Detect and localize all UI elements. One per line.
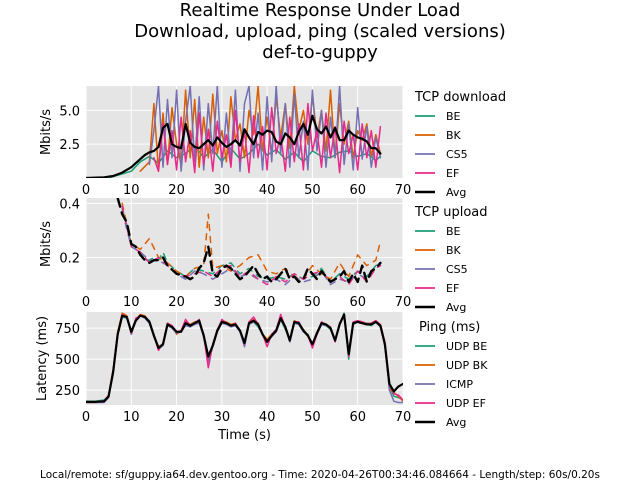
x-tick-label: 50 <box>304 410 321 425</box>
x-tick-label: 60 <box>349 410 366 425</box>
legend-entry: BK <box>446 129 462 142</box>
x-tick-label: 0 <box>82 295 90 310</box>
x-tick-label: 40 <box>259 183 276 198</box>
legend-entry: EF <box>446 282 459 295</box>
series-group <box>86 312 403 404</box>
x-tick-label: 0 <box>82 410 90 425</box>
x-tick-label: 40 <box>259 410 276 425</box>
legend-entry: BE <box>446 110 461 123</box>
x-tick-label: 20 <box>168 183 185 198</box>
y-tick-label: 0.4 <box>59 197 80 212</box>
panel-3: 0 10 20 30 40 50 60 70 250 500 750 Latency (ms) Time… <box>35 312 488 443</box>
x-tick-label: 70 <box>395 295 412 310</box>
y-tick-label: 0.2 <box>59 252 80 267</box>
series-group <box>116 198 382 286</box>
series-group <box>86 86 382 178</box>
y-axis-label: Latency (ms) <box>35 316 50 401</box>
series-line-avg <box>86 114 382 178</box>
figure-title-line-3: def-to-guppy <box>262 42 378 63</box>
x-tick-label: 60 <box>349 183 366 198</box>
legend-entry: UDP EF <box>446 397 486 410</box>
x-tick-label: 20 <box>168 295 185 310</box>
figure-title-line-2: Download, upload, ping (scaled versions) <box>134 21 506 42</box>
x-tick-label: 70 <box>395 183 412 198</box>
legend-entry: CS5 <box>446 148 468 161</box>
y-tick-label: 5.0 <box>59 104 80 119</box>
legend-title: Ping (ms) <box>419 320 480 335</box>
figure-title-line-1: Realtime Response Under Load <box>180 0 461 21</box>
x-tick-label: 50 <box>304 295 321 310</box>
x-tick-label: 10 <box>123 183 140 198</box>
y-axis-label: Mbits/s <box>39 221 54 267</box>
legend-entry: Avg <box>446 416 466 429</box>
x-tick-label: 30 <box>214 295 231 310</box>
x-tick-label: 10 <box>123 410 140 425</box>
x-tick-label: 20 <box>168 410 185 425</box>
series-line-bk <box>121 202 382 280</box>
legend-entry: Avg <box>446 301 466 314</box>
legend-entry: BE <box>446 225 461 238</box>
legend-title: TCP upload <box>414 205 488 220</box>
x-tick-label: 60 <box>349 295 366 310</box>
y-tick-label: 750 <box>55 322 80 337</box>
chart-panels: 0 10 20 30 40 50 60 70 2.5 5.0 Mbits/s TCP download… <box>35 86 506 443</box>
y-tick-label: 250 <box>55 384 80 399</box>
x-tick-label: 30 <box>214 410 231 425</box>
y-tick-label: 500 <box>55 353 80 368</box>
legend-title: TCP download <box>414 90 506 105</box>
legend-entry: BK <box>446 244 462 257</box>
x-tick-label: 70 <box>395 410 412 425</box>
legend-entry: ICMP <box>446 378 473 391</box>
legend-entry: UDP BE <box>446 340 487 353</box>
x-tick-label: 10 <box>123 295 140 310</box>
legend-entry: CS5 <box>446 263 468 276</box>
x-tick-label: 0 <box>82 183 90 198</box>
plot-area <box>86 312 403 405</box>
figure-footer: Local/remote: sf/guppy.ia64.dev.gentoo.o… <box>40 469 600 480</box>
panel-2: 0 10 20 30 40 50 60 70 0.2 0.4 Mbits/s TCP upload BE… <box>39 197 488 314</box>
series-line-avg <box>86 313 403 403</box>
legend-entry: Avg <box>446 186 466 199</box>
panel-1: 0 10 20 30 40 50 60 70 2.5 5.0 Mbits/s TCP download… <box>39 86 506 199</box>
legend-entry: UDP BK <box>446 359 488 372</box>
x-tick-label: 50 <box>304 183 321 198</box>
y-axis-label: Mbits/s <box>39 109 54 155</box>
x-axis-label: Time (s) <box>217 428 271 443</box>
x-tick-label: 40 <box>259 295 276 310</box>
y-tick-label: 2.5 <box>59 138 80 153</box>
legend-entry: EF <box>446 167 459 180</box>
x-tick-label: 30 <box>214 183 231 198</box>
